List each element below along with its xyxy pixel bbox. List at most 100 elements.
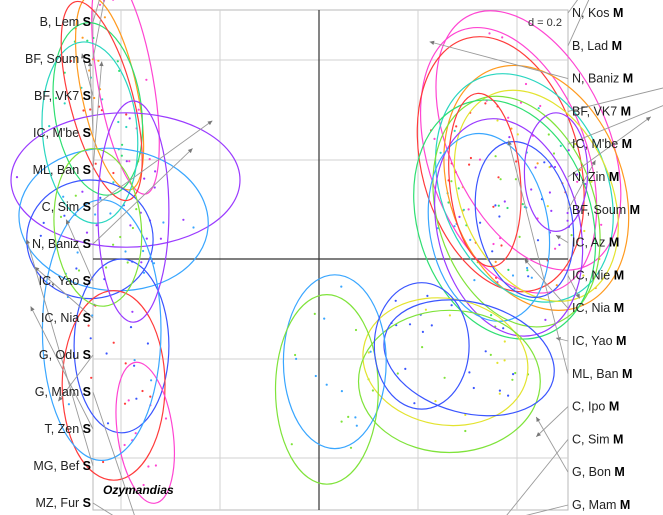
data-point bbox=[576, 173, 579, 176]
data-point bbox=[491, 250, 494, 253]
left-label: MZ, Fur S bbox=[35, 496, 91, 510]
leader-line bbox=[535, 416, 569, 473]
label-group: M bbox=[612, 39, 622, 53]
label-population: IC, M'be bbox=[572, 137, 622, 151]
data-point bbox=[148, 158, 151, 161]
left-label: MG, Bef S bbox=[33, 459, 91, 473]
leader-line bbox=[92, 0, 105, 60]
data-point bbox=[484, 350, 487, 353]
data-point bbox=[503, 200, 506, 203]
leader-line bbox=[57, 354, 94, 402]
leader-line bbox=[525, 504, 569, 515]
label-group: M bbox=[623, 72, 633, 86]
data-point bbox=[313, 312, 316, 315]
data-point bbox=[515, 160, 518, 163]
data-point bbox=[147, 465, 150, 468]
data-point bbox=[516, 133, 519, 136]
right-label: B, Lad M bbox=[572, 39, 622, 53]
data-point bbox=[550, 209, 553, 212]
data-point bbox=[97, 59, 100, 62]
data-point bbox=[77, 269, 81, 272]
data-point bbox=[105, 266, 108, 269]
leader-line bbox=[34, 266, 94, 319]
data-point bbox=[295, 357, 298, 360]
data-point bbox=[42, 221, 45, 224]
ellipse-group bbox=[61, 289, 166, 481]
data-point bbox=[85, 231, 89, 234]
data-point bbox=[539, 104, 542, 108]
data-point bbox=[62, 195, 65, 198]
scale-label: d = 0.2 bbox=[528, 17, 562, 29]
data-point bbox=[421, 346, 424, 349]
label-population: B, Lad bbox=[572, 39, 612, 53]
data-point bbox=[129, 326, 133, 329]
data-point bbox=[340, 390, 343, 393]
data-point bbox=[600, 223, 603, 226]
data-point bbox=[478, 158, 482, 161]
data-point bbox=[314, 374, 317, 378]
label-population: BF, VK7 bbox=[34, 89, 83, 103]
label-group: M bbox=[614, 465, 624, 479]
data-point bbox=[119, 235, 122, 239]
data-point bbox=[458, 215, 461, 218]
data-point bbox=[131, 226, 134, 230]
label-group: M bbox=[622, 367, 632, 381]
data-point bbox=[131, 310, 134, 313]
data-point bbox=[469, 238, 472, 241]
ellipse-group bbox=[434, 118, 584, 337]
ellipse-group bbox=[413, 99, 597, 340]
data-point bbox=[325, 383, 328, 386]
data-point bbox=[511, 274, 515, 277]
data-point bbox=[548, 191, 552, 194]
data-point bbox=[75, 267, 78, 270]
data-point bbox=[290, 443, 293, 446]
data-point bbox=[112, 171, 115, 175]
leader-line bbox=[92, 0, 100, 23]
left-label: N, Baniz S bbox=[32, 237, 91, 251]
data-point bbox=[514, 371, 517, 375]
label-group: S bbox=[83, 126, 91, 140]
data-point bbox=[67, 403, 70, 406]
data-point bbox=[340, 420, 343, 423]
data-point bbox=[126, 261, 129, 264]
label-group: M bbox=[620, 498, 630, 512]
data-point bbox=[434, 400, 437, 403]
data-point bbox=[112, 341, 115, 344]
right-label: N, Baniz M bbox=[572, 72, 633, 86]
label-group: S bbox=[83, 52, 91, 66]
leader-line bbox=[26, 239, 94, 467]
data-point bbox=[536, 239, 540, 242]
ellipse-group bbox=[115, 361, 175, 504]
data-point bbox=[154, 464, 157, 467]
data-point bbox=[112, 243, 115, 246]
ellipse-group bbox=[97, 100, 170, 323]
data-point bbox=[121, 143, 124, 146]
leader-line bbox=[508, 140, 569, 374]
data-point bbox=[59, 215, 63, 218]
data-point bbox=[15, 176, 19, 179]
data-point bbox=[192, 226, 195, 229]
data-point bbox=[590, 180, 593, 183]
data-point bbox=[488, 32, 491, 35]
data-point bbox=[567, 149, 570, 152]
leader-arrowhead bbox=[30, 306, 35, 312]
data-point bbox=[507, 394, 510, 397]
data-point bbox=[501, 36, 504, 39]
data-point bbox=[566, 211, 569, 215]
leader-arrowhead bbox=[25, 239, 31, 245]
data-point bbox=[558, 243, 561, 246]
ellipse-group bbox=[18, 147, 209, 292]
data-point bbox=[347, 415, 350, 418]
data-point bbox=[102, 460, 105, 464]
leader-arrowhead bbox=[429, 40, 435, 46]
label-population: C, Sim bbox=[572, 432, 613, 446]
leader-arrowhead bbox=[87, 61, 93, 67]
label-population: G, Odu bbox=[39, 348, 83, 362]
data-point bbox=[479, 221, 482, 224]
label-group: M bbox=[622, 137, 632, 151]
data-point bbox=[507, 116, 510, 119]
label-population: B, Lem bbox=[40, 15, 83, 29]
leader-line bbox=[524, 258, 569, 309]
leader-arrowhead bbox=[66, 219, 70, 225]
